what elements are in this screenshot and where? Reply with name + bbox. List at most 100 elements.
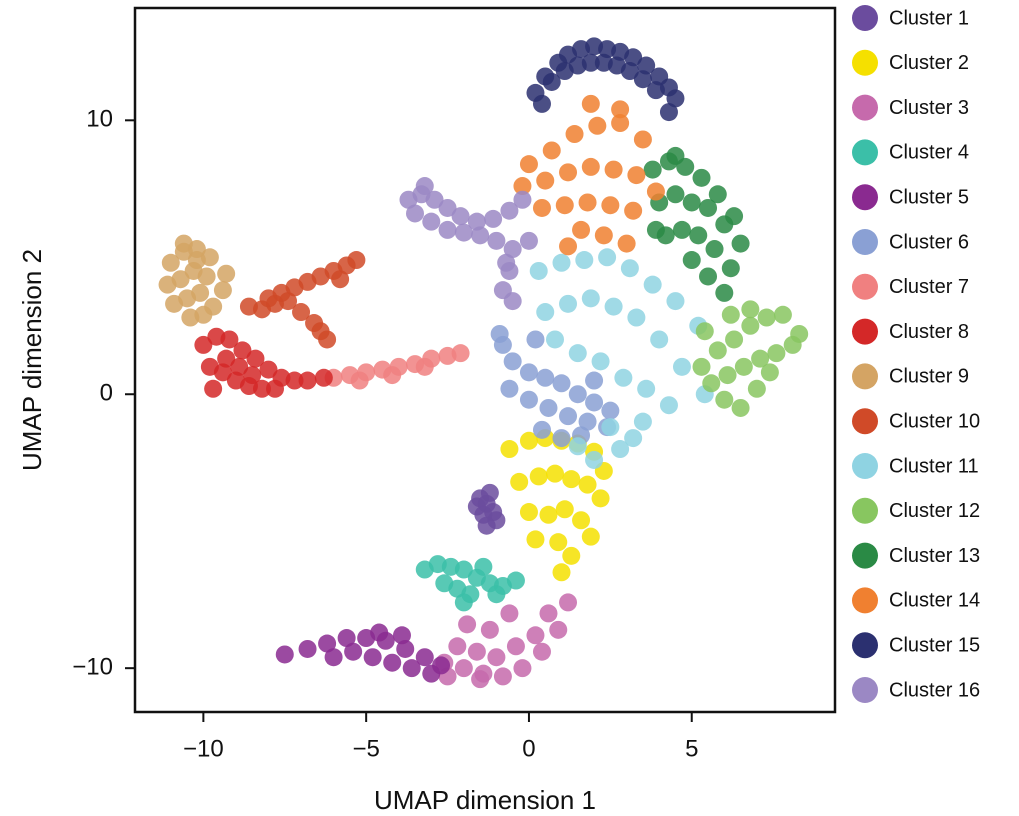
- point: [611, 114, 630, 133]
- point: [519, 503, 538, 522]
- point: [422, 212, 441, 231]
- legend-swatch: [852, 184, 878, 211]
- point: [731, 398, 750, 417]
- point: [536, 171, 555, 190]
- point: [555, 196, 574, 215]
- point: [591, 352, 610, 371]
- point: [204, 379, 223, 398]
- point: [585, 371, 604, 390]
- y-axis-title: UMAP dimension 2: [17, 249, 47, 471]
- point: [659, 396, 678, 415]
- point: [666, 89, 685, 108]
- point: [285, 371, 304, 390]
- point: [402, 659, 421, 678]
- point: [529, 261, 548, 280]
- point: [760, 363, 779, 382]
- legend-label: Cluster 16: [889, 679, 980, 701]
- point: [627, 308, 646, 327]
- point: [575, 251, 594, 270]
- point: [539, 505, 558, 524]
- point: [718, 366, 737, 385]
- point: [699, 267, 718, 286]
- point: [536, 303, 555, 322]
- point: [601, 401, 620, 420]
- point: [347, 251, 366, 270]
- point: [601, 196, 620, 215]
- point: [783, 335, 802, 354]
- point: [585, 450, 604, 469]
- point: [572, 511, 591, 530]
- point: [695, 322, 714, 341]
- point: [191, 283, 210, 302]
- point: [572, 220, 591, 239]
- legend-label: Cluster 4: [889, 142, 969, 164]
- point: [666, 185, 685, 204]
- point: [438, 220, 457, 239]
- point: [715, 390, 734, 409]
- legend-swatch: [852, 318, 878, 345]
- point: [659, 103, 678, 122]
- point: [757, 308, 776, 327]
- point: [731, 234, 750, 253]
- point: [458, 615, 477, 634]
- point: [542, 72, 561, 91]
- point: [672, 357, 691, 376]
- point: [275, 645, 294, 664]
- point: [773, 305, 792, 324]
- point: [415, 648, 434, 667]
- legend-label: Cluster 1: [889, 7, 969, 29]
- point: [350, 371, 369, 390]
- point: [314, 368, 333, 387]
- point: [627, 166, 646, 185]
- point: [220, 330, 239, 349]
- point: [552, 374, 571, 393]
- point: [568, 344, 587, 363]
- point: [555, 500, 574, 519]
- point: [480, 483, 499, 502]
- point: [292, 303, 311, 322]
- point: [546, 330, 564, 349]
- y-tick-label: −10: [72, 654, 113, 681]
- point: [637, 379, 656, 398]
- point: [477, 516, 496, 535]
- point: [552, 253, 571, 272]
- point: [425, 190, 444, 209]
- point: [591, 489, 610, 508]
- legend-label: Cluster 12: [889, 500, 980, 522]
- point: [604, 297, 623, 316]
- point: [194, 305, 213, 324]
- point: [438, 198, 457, 217]
- point: [230, 357, 249, 376]
- point: [611, 100, 630, 119]
- legend-swatch: [852, 542, 878, 569]
- point: [519, 155, 538, 174]
- point: [542, 141, 561, 160]
- point: [594, 226, 613, 245]
- legend-label: Cluster 10: [889, 410, 980, 432]
- point: [500, 440, 519, 459]
- point: [646, 81, 665, 100]
- legend-label: Cluster 5: [889, 186, 969, 208]
- point: [383, 366, 402, 385]
- legend-label: Cluster 3: [889, 97, 969, 119]
- point: [559, 163, 578, 182]
- point: [620, 62, 639, 81]
- legend-swatch: [852, 273, 878, 300]
- point: [187, 251, 206, 270]
- point: [259, 289, 278, 308]
- point: [702, 374, 721, 393]
- x-axis-title: UMAP dimension 1: [374, 785, 596, 815]
- legend-swatch: [852, 408, 878, 435]
- point: [474, 557, 493, 576]
- point: [497, 253, 516, 272]
- point: [715, 283, 734, 302]
- point: [324, 648, 343, 667]
- point: [259, 360, 278, 379]
- point: [581, 289, 600, 308]
- point: [741, 316, 760, 335]
- point: [559, 237, 578, 256]
- point: [467, 212, 486, 231]
- point: [601, 418, 620, 437]
- point: [672, 220, 691, 239]
